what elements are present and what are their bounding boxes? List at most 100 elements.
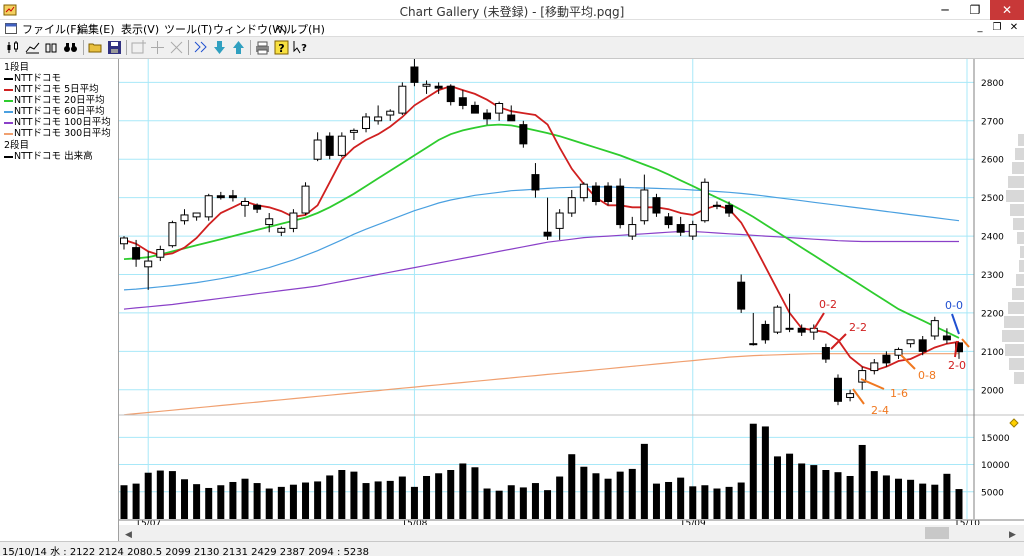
add-window-icon[interactable] [130,39,147,56]
chart-decorations: ◀ ▶ [119,59,1024,541]
legend-label: NTTドコモ 60日平均 [14,106,105,117]
horizontal-scrollbar [119,525,1024,541]
volume-bar [846,475,854,519]
legend-swatch [4,110,13,113]
candle-body [422,83,431,87]
title-bar: Chart Gallery (未登録) - [移動平均.pqg] ─ ❐ ✕ [0,0,1024,20]
candle-body [277,227,286,233]
print-icon[interactable] [254,39,271,56]
volume-profile-bar [1006,190,1024,202]
annotation-pointer [860,378,885,390]
legend-item[interactable]: NTTドコモ [4,70,61,84]
candle-body [313,139,322,160]
volume-bar [810,465,818,519]
annotation-pointer [954,340,958,358]
marker-icon [1009,418,1019,428]
candle-body [289,212,298,229]
candlestick-chart-icon[interactable] [5,39,22,56]
candle-body [773,306,782,333]
volume-bar [882,475,890,519]
price-tick-label: 2000 [981,386,1004,396]
legend-item[interactable]: NTTドコモ 5日平均 [4,81,99,95]
volume-profile-bar [1016,274,1024,286]
close-button[interactable]: ✕ [990,0,1024,20]
volume-bar [168,471,176,519]
volume-bar [749,423,757,519]
candle-body [204,195,213,218]
crosshair-icon[interactable] [149,39,166,56]
document-icon[interactable] [5,23,17,34]
candle-body [930,320,939,337]
volume-profile-bar [1017,232,1024,244]
volume-bar [229,481,237,519]
window-title: Chart Gallery (未登録) - [移動平均.pqg] [399,5,625,19]
volume-bar [132,483,140,519]
open-folder-icon[interactable] [87,39,104,56]
up-arrow-icon[interactable] [230,39,247,56]
menu-view[interactable]: 表示(V) [121,23,160,36]
volume-profile-bar [1019,260,1024,272]
volume-bar [894,478,902,519]
candle-body [410,66,419,83]
volume-bar [362,483,370,519]
candle-body [228,195,237,199]
legend-section-1: 1段目 [4,62,30,73]
date-tick-label: 15/08 [401,519,427,529]
legend-swatch [4,155,13,158]
maximize-button[interactable]: ❐ [969,3,981,17]
binoculars-icon[interactable] [62,39,79,56]
volume-bar [616,471,624,519]
mdi-close-button[interactable]: ✕ [1009,22,1019,33]
candle-body [398,85,407,114]
legend-item[interactable]: NTTドコモ 60日平均 [4,103,105,117]
menu-window[interactable]: ウィンドウ(W) [213,23,288,36]
volume-bar [725,486,733,519]
candle-body [870,362,879,372]
delete-icon[interactable] [168,39,185,56]
ma300-line [123,353,959,416]
candle-body [604,185,613,202]
menu-help[interactable]: ヘルプ(H) [275,23,325,36]
context-help-icon[interactable]: ? [292,39,309,56]
down-arrow-icon[interactable] [211,39,228,56]
legend-item[interactable]: NTTドコモ 出来高 [4,148,93,162]
line-chart-icon[interactable] [24,39,41,56]
help-icon[interactable]: ? [273,39,290,56]
annotation-label: 2-2 [849,321,867,334]
mdi-restore-button[interactable]: ❐ [992,22,1002,33]
save-icon[interactable] [106,39,123,56]
menu-edit[interactable]: 編集(E) [77,23,115,36]
menu-file[interactable]: ファイル(F) [22,23,81,36]
volume-profile-bar [1008,302,1024,314]
candle-body [906,339,915,345]
legend-item[interactable]: NTTドコモ 20日平均 [4,92,105,106]
period-icon[interactable] [192,39,209,56]
annotation-pointer [813,312,825,330]
legend-item[interactable]: NTTドコモ 300日平均 [4,125,111,139]
candle-body [688,224,697,237]
bar-chart-icon[interactable] [43,39,60,56]
price-tick-label: 2200 [981,309,1004,319]
volume-bar [447,470,455,519]
candle-body [882,354,891,364]
volume-bar [253,483,261,519]
candle-body [567,197,576,214]
volume-bar [677,477,685,519]
menu-tools[interactable]: ツール(T) [164,23,213,36]
annotations: 0-2 2-2 1-62-4 0-8 0-0 2-0 [813,298,970,417]
minimize-button[interactable]: ─ [941,3,949,17]
ma60-line [123,186,960,291]
candle-body [700,181,709,222]
volume-bar [822,470,830,519]
legend-item[interactable]: NTTドコモ 100日平均 [4,114,111,128]
price-tick-label: 2400 [981,233,1004,243]
candle-body [483,112,492,120]
candle-body [216,195,225,199]
candle-body [301,185,310,214]
candle-body [821,347,830,360]
date-axis: 15/07 15/08 15/09 15/10 [135,519,980,529]
chart-area[interactable]: 2000 2100 2200 2300 2400 2500 2600 2700 2800 500… [119,59,1024,541]
price-tick-label: 2600 [981,156,1004,166]
mdi-minimize-button[interactable]: _ [977,22,983,33]
volume-profile-bar [1005,344,1024,356]
